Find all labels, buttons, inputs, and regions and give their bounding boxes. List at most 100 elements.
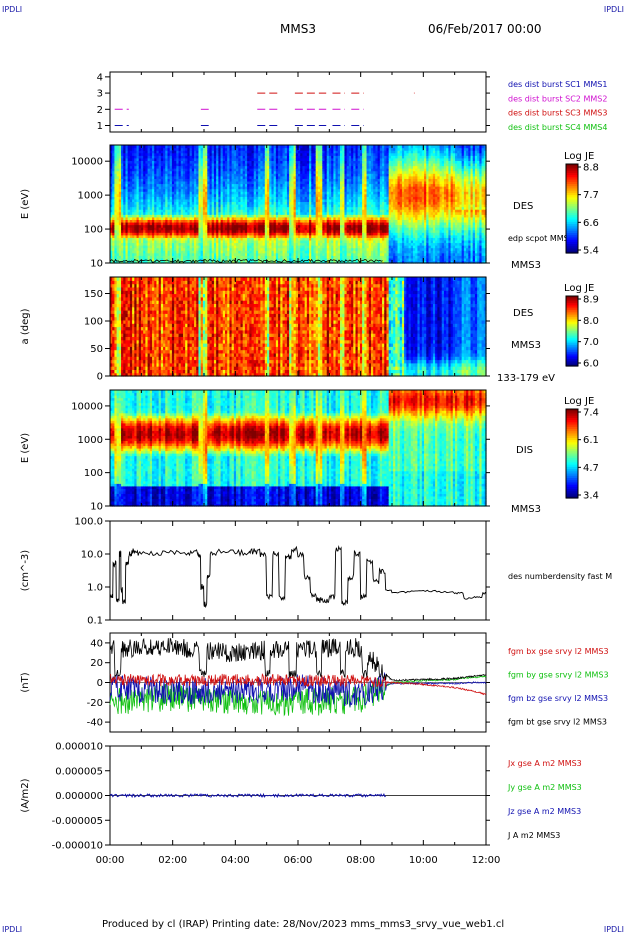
des-energy-cell xyxy=(163,221,166,226)
des-energy-cell xyxy=(222,209,226,213)
des-energy-cell xyxy=(171,191,175,195)
des-energy-cell xyxy=(165,245,169,249)
des-energy-cell xyxy=(306,260,310,264)
des-energy-cell xyxy=(284,242,288,246)
des-energy-cell xyxy=(211,168,215,172)
des-energy-cell xyxy=(216,219,219,223)
des-energy-cell xyxy=(198,145,202,149)
des-energy-cell xyxy=(293,183,297,187)
des-energy-cell xyxy=(163,188,166,192)
des-energy-cell xyxy=(194,188,197,192)
des-energy-cell xyxy=(240,204,244,208)
des-energy-cell xyxy=(282,229,286,233)
des-energy-cell xyxy=(156,229,160,233)
des-energy-cell xyxy=(220,186,224,190)
des-energy-cell xyxy=(114,209,118,213)
des-energy-cell xyxy=(132,196,135,200)
des-energy-cell xyxy=(320,170,323,174)
des-energy-cell xyxy=(231,232,235,236)
des-energy-cell xyxy=(182,157,186,161)
des-energy-cell xyxy=(143,157,146,161)
des-energy-cell xyxy=(154,257,158,262)
des-energy-cell xyxy=(289,242,292,246)
des-energy-cell xyxy=(189,214,193,218)
des-energy-cell xyxy=(187,260,191,264)
des-energy-cell xyxy=(169,211,173,215)
des-energy-cell xyxy=(182,180,186,185)
des-energy-cell xyxy=(127,239,131,244)
des-energy-cell xyxy=(207,206,211,210)
des-energy-cell xyxy=(233,239,237,244)
des-energy-cell xyxy=(300,211,304,215)
des-energy-cell xyxy=(200,234,204,238)
des-energy-cell xyxy=(169,237,173,241)
des-energy-cell xyxy=(326,224,330,228)
des-energy-cell xyxy=(320,232,323,236)
des-energy-cell xyxy=(289,173,292,177)
des-energy-cell xyxy=(313,242,317,246)
des-energy-cell xyxy=(116,221,120,226)
des-energy-cell xyxy=(278,150,281,154)
des-energy-cell xyxy=(317,155,321,159)
des-energy-cell xyxy=(320,191,323,195)
des-energy-cell xyxy=(231,175,235,179)
des-energy-cell xyxy=(189,204,193,208)
des-energy-cell xyxy=(320,183,323,187)
des-energy-cell xyxy=(238,180,242,185)
des-energy-cell xyxy=(216,232,219,236)
des-energy-cell xyxy=(189,224,193,228)
des-energy-cell xyxy=(286,242,290,246)
des-energy-cell xyxy=(273,227,277,231)
des-energy-cell xyxy=(143,178,146,182)
des-energy-cell xyxy=(205,219,208,223)
des-energy-cell xyxy=(178,204,182,208)
des-energy-cell xyxy=(202,206,206,210)
des-energy-cell xyxy=(149,242,153,246)
des-energy-cell xyxy=(194,147,197,151)
des-energy-cell xyxy=(315,150,319,154)
des-energy-cell xyxy=(196,198,200,203)
des-energy-cell xyxy=(262,165,266,169)
des-energy-cell xyxy=(264,209,268,213)
des-energy-cell xyxy=(311,196,315,200)
des-energy-cell xyxy=(262,145,266,149)
des-energy-cell xyxy=(191,239,195,244)
des-energy-cell xyxy=(213,234,217,238)
des-energy-cell xyxy=(116,201,120,205)
des-energy-cell xyxy=(205,191,208,195)
des-energy-cell xyxy=(205,221,208,226)
des-energy-cell xyxy=(309,180,312,185)
des-energy-cell xyxy=(216,183,219,187)
des-energy-cell xyxy=(291,186,295,190)
des-energy-cell xyxy=(311,188,315,192)
des-energy-cell xyxy=(198,152,202,156)
des-energy-cell xyxy=(134,147,138,151)
des-energy-cell xyxy=(125,160,129,164)
des-energy-cell xyxy=(289,211,292,215)
des-energy-cell xyxy=(222,227,226,231)
des-energy-cell xyxy=(298,255,301,259)
des-energy-cell xyxy=(260,206,264,210)
des-energy-cell xyxy=(315,245,319,249)
des-energy-cell xyxy=(198,247,202,251)
des-energy-cell xyxy=(216,214,219,218)
des-energy-cell xyxy=(244,201,248,205)
des-energy-cell xyxy=(127,198,131,203)
des-energy-cell xyxy=(116,227,120,231)
des-energy-cell xyxy=(191,229,195,233)
des-energy-cell xyxy=(178,234,182,238)
des-energy-cell xyxy=(125,252,129,256)
des-energy-cell xyxy=(127,211,131,215)
des-energy-cell xyxy=(121,206,124,210)
des-energy-cell xyxy=(258,211,261,215)
des-energy-cell xyxy=(198,183,202,187)
des-energy-cell xyxy=(328,165,332,169)
des-energy-cell xyxy=(289,147,292,151)
des-energy-cell xyxy=(178,247,182,251)
des-energy-cell xyxy=(262,260,266,264)
des-energy-cell xyxy=(309,216,312,220)
des-energy-cell xyxy=(269,160,273,164)
des-energy-cell xyxy=(229,204,233,208)
des-energy-cell xyxy=(143,232,146,236)
des-energy-cell xyxy=(123,173,127,177)
